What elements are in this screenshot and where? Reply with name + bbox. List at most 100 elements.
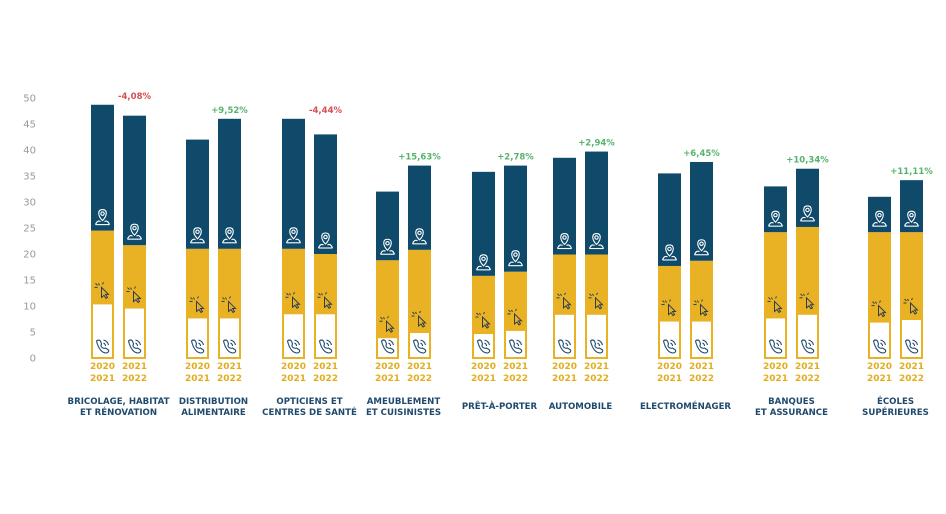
bar-segment-top: [123, 115, 146, 246]
year-label: 2021: [471, 374, 496, 384]
change-label: +10,34%: [786, 156, 829, 166]
phone-icon: [127, 339, 142, 354]
bar-segment-middle: [282, 248, 305, 314]
cursor-click-icon: [556, 292, 572, 310]
y-tick-label: 20: [23, 250, 36, 261]
cursor-click-icon: [903, 297, 919, 315]
map-pin-user-icon: [317, 232, 334, 249]
change-label: +15,63%: [398, 153, 441, 163]
bar-segment-top: [764, 186, 787, 233]
bar-segment-top: [585, 151, 608, 255]
bar-segment-middle: [585, 254, 608, 314]
bar-segment-top: [376, 191, 399, 261]
cursor-click-icon: [871, 300, 887, 318]
year-label: 2021: [122, 362, 147, 372]
bar-segment-middle: [408, 249, 431, 332]
year-label: 2022: [407, 374, 432, 384]
map-pin-user-icon: [126, 223, 143, 240]
category-label: ALIMENTAIRE: [181, 408, 246, 418]
bar-segment-middle: [186, 248, 209, 318]
bar-segment-bottom: [408, 331, 431, 359]
map-pin-user-icon: [94, 209, 111, 226]
y-tick-label: 30: [23, 198, 36, 209]
year-label: 2021: [503, 362, 528, 372]
year-label: 2021: [375, 374, 400, 384]
bar-segment-middle: [376, 260, 399, 338]
cursor-click-icon: [588, 292, 604, 310]
map-pin-user-icon: [799, 205, 816, 222]
category-label: AMEUBLEMENT: [367, 397, 441, 407]
year-label: 2020: [471, 362, 496, 372]
category-label: BRICOLAGE, HABITAT: [68, 397, 170, 407]
change-label: +11,11%: [890, 167, 933, 177]
year-label: 2020: [867, 362, 892, 372]
bar-segment-middle: [504, 271, 527, 330]
bar-segment-bottom: [472, 332, 495, 360]
change-label: +9,52%: [211, 106, 248, 116]
bar-segment-top: [900, 180, 923, 233]
bar-segment-top: [504, 165, 527, 272]
year-label: 2020: [281, 362, 306, 372]
year-label: 2020: [90, 362, 115, 372]
bar-segment-top: [690, 161, 713, 261]
year-label: 2021: [867, 374, 892, 384]
year-label: 2021: [795, 362, 820, 372]
cursor-click-icon: [507, 308, 523, 326]
map-pin-user-icon: [588, 232, 605, 250]
map-pin-user-icon: [556, 232, 573, 250]
bar-segment-middle: [553, 254, 576, 314]
change-label: +2,78%: [497, 153, 534, 163]
year-label: 2021: [185, 374, 210, 384]
year-label: 2022: [217, 374, 242, 384]
year-label: 2022: [503, 374, 528, 384]
phone-icon: [380, 339, 395, 354]
bar-segment-middle: [314, 254, 337, 314]
phone-icon: [190, 339, 205, 354]
y-tick-label: 0: [30, 354, 36, 365]
bar-segment-middle: [796, 226, 819, 314]
year-label: 2021: [763, 374, 788, 384]
year-label: 2022: [899, 374, 924, 384]
bar-segment-top: [796, 168, 819, 227]
year-label: 2021: [313, 362, 338, 372]
change-label: -4,44%: [309, 106, 342, 116]
cursor-click-icon: [126, 286, 142, 304]
phone-icon: [557, 339, 572, 354]
bar-segment-bottom: [868, 320, 891, 360]
map-pin-user-icon: [871, 210, 888, 227]
cursor-click-icon: [693, 299, 709, 317]
phone-icon: [872, 339, 887, 354]
y-tick-label: 40: [23, 146, 36, 157]
year-label: 2021: [584, 362, 609, 372]
category-label: ET CUISINISTES: [366, 408, 441, 418]
year-label: 2020: [375, 362, 400, 372]
phone-icon: [694, 339, 709, 354]
year-label: 2022: [122, 374, 147, 384]
phone-icon: [768, 339, 783, 354]
y-tick-label: 50: [23, 94, 36, 105]
phone-icon: [222, 339, 237, 354]
map-pin-user-icon: [475, 254, 492, 271]
phone-icon: [508, 339, 523, 354]
year-label: 2021: [689, 362, 714, 372]
cursor-click-icon: [379, 315, 395, 333]
y-tick-label: 5: [30, 328, 36, 339]
year-label: 2022: [689, 374, 714, 384]
change-label: -4,08%: [118, 92, 151, 102]
map-pin-user-icon: [507, 250, 524, 267]
map-pin-user-icon: [285, 227, 302, 244]
bar-segment-top: [408, 165, 431, 250]
year-label: 2022: [795, 374, 820, 384]
map-pin-user-icon: [903, 210, 920, 227]
cursor-click-icon: [767, 296, 783, 314]
bar-segment-top: [91, 104, 114, 231]
year-label: 2020: [657, 362, 682, 372]
year-label: 2021: [899, 362, 924, 372]
cursor-click-icon: [799, 292, 815, 310]
phone-icon: [589, 339, 604, 354]
bar-segment-top: [553, 157, 576, 255]
map-pin-user-icon: [379, 238, 396, 255]
y-tick-label: 25: [23, 224, 36, 235]
phone-icon: [318, 339, 333, 354]
